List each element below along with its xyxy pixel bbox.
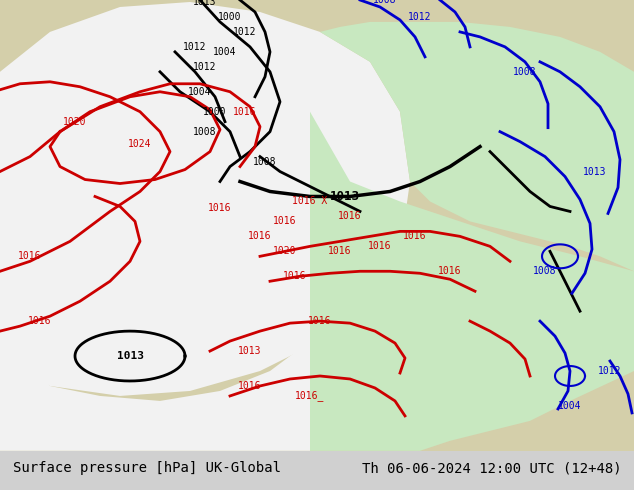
Text: Surface pressure [hPa] UK-Global: Surface pressure [hPa] UK-Global — [13, 462, 281, 475]
Text: 1016: 1016 — [368, 242, 392, 251]
Text: 1016: 1016 — [308, 316, 332, 326]
Text: 1016: 1016 — [249, 231, 272, 242]
Polygon shape — [320, 22, 634, 271]
Polygon shape — [0, 301, 310, 451]
Text: 1016: 1016 — [18, 251, 42, 261]
Text: 1000: 1000 — [204, 107, 227, 117]
Text: 1008: 1008 — [514, 67, 537, 77]
Text: 1016 X: 1016 X — [292, 196, 328, 206]
Text: 1016: 1016 — [339, 211, 362, 221]
Text: 1013: 1013 — [238, 346, 262, 356]
Text: 1012: 1012 — [233, 27, 257, 37]
Text: 1016: 1016 — [29, 316, 52, 326]
Text: 1013: 1013 — [583, 167, 607, 176]
Text: 1016: 1016 — [438, 266, 462, 276]
Text: 1013: 1013 — [117, 351, 143, 361]
Text: 1000: 1000 — [218, 12, 242, 22]
Polygon shape — [0, 2, 410, 396]
Text: 1016_: 1016_ — [295, 391, 325, 401]
Text: 1020: 1020 — [63, 117, 87, 127]
Text: 1016: 1016 — [283, 271, 307, 281]
Text: 1012: 1012 — [408, 12, 432, 22]
Text: 1016: 1016 — [273, 217, 297, 226]
Text: Th 06-06-2024 12:00 UTC (12+48): Th 06-06-2024 12:00 UTC (12+48) — [361, 462, 621, 475]
Text: 1013: 1013 — [193, 0, 217, 7]
Text: 1008: 1008 — [253, 157, 277, 167]
Text: 1016: 1016 — [208, 203, 232, 214]
Text: 1012: 1012 — [183, 42, 207, 52]
Text: 1008: 1008 — [533, 266, 557, 276]
Text: 1016: 1016 — [233, 107, 257, 117]
Text: 1016: 1016 — [403, 231, 427, 242]
Polygon shape — [310, 112, 634, 451]
Text: 1024: 1024 — [128, 139, 152, 148]
Text: 1008: 1008 — [193, 126, 217, 137]
Text: 1012: 1012 — [193, 62, 217, 72]
Text: 1004: 1004 — [188, 87, 212, 97]
Text: 1016: 1016 — [238, 381, 262, 391]
Text: 1008: 1008 — [373, 0, 397, 5]
Text: 1013: 1013 — [330, 190, 360, 203]
Text: 1012: 1012 — [598, 366, 622, 376]
Text: 1004: 1004 — [213, 47, 236, 57]
Text: 1004: 1004 — [559, 401, 582, 411]
Text: 1020: 1020 — [273, 246, 297, 256]
Polygon shape — [0, 0, 634, 451]
Text: 1016: 1016 — [328, 246, 352, 256]
